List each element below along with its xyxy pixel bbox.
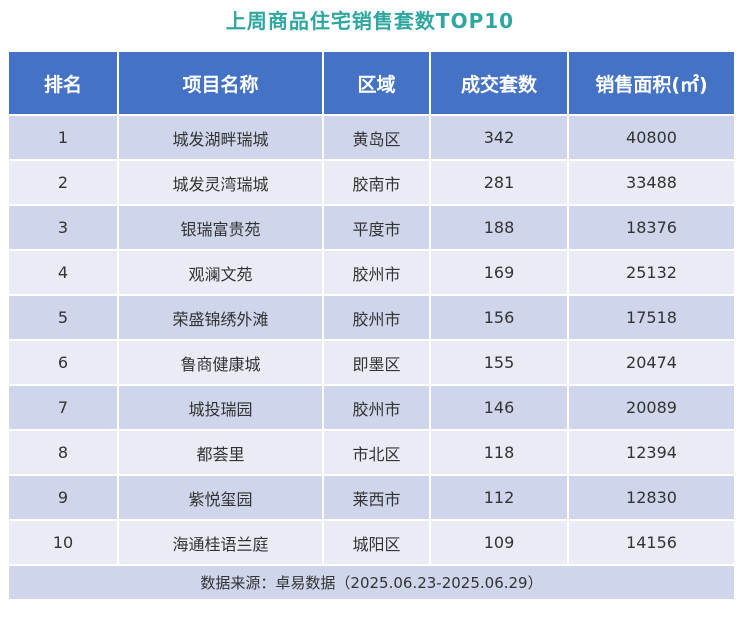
table-row: 1 城发湖畔瑞城 黄岛区 342 40800 — [7, 114, 736, 161]
cell-rank: 10 — [7, 519, 119, 566]
cell-rank: 7 — [7, 384, 119, 431]
cell-sales-area: 12394 — [567, 429, 736, 476]
cell-project-name: 城投瑞园 — [117, 384, 324, 431]
cell-units-sold: 109 — [429, 519, 569, 566]
cell-units-sold: 342 — [429, 114, 569, 161]
cell-units-sold: 118 — [429, 429, 569, 476]
cell-sales-area: 20474 — [567, 339, 736, 386]
cell-units-sold: 155 — [429, 339, 569, 386]
header-sales-area: 销售面积(㎡) — [567, 50, 736, 116]
cell-rank: 5 — [7, 294, 119, 341]
table-row: 2 城发灵湾瑞城 胶南市 281 33488 — [7, 159, 736, 206]
ranking-table: 排名 项目名称 区域 成交套数 销售面积(㎡) 1 城发湖畔瑞城 黄岛区 342 408… — [7, 50, 736, 601]
cell-project-name: 观澜文苑 — [117, 249, 324, 296]
cell-district: 黄岛区 — [322, 114, 431, 161]
table-row: 5 荣盛锦绣外滩 胶州市 156 17518 — [7, 294, 736, 341]
cell-district: 市北区 — [322, 429, 431, 476]
cell-rank: 9 — [7, 474, 119, 521]
table-footer: 数据来源：卓易数据（2025.06.23-2025.06.29） — [7, 564, 736, 601]
cell-rank: 4 — [7, 249, 119, 296]
cell-units-sold: 146 — [429, 384, 569, 431]
cell-district: 城阳区 — [322, 519, 431, 566]
cell-units-sold: 188 — [429, 204, 569, 251]
header-row: 排名 项目名称 区域 成交套数 销售面积(㎡) — [7, 50, 736, 116]
cell-sales-area: 12830 — [567, 474, 736, 521]
cell-district: 莱西市 — [322, 474, 431, 521]
cell-project-name: 荣盛锦绣外滩 — [117, 294, 324, 341]
chart-title: 上周商品住宅销售套数TOP10 — [225, 9, 515, 33]
cell-sales-area: 14156 — [567, 519, 736, 566]
cell-sales-area: 25132 — [567, 249, 736, 296]
table-row: 9 紫悦玺园 莱西市 112 12830 — [7, 474, 736, 521]
cell-project-name: 鲁商健康城 — [117, 339, 324, 386]
table-row: 8 都荟里 市北区 118 12394 — [7, 429, 736, 476]
cell-rank: 3 — [7, 204, 119, 251]
cell-units-sold: 169 — [429, 249, 569, 296]
cell-project-name: 城发灵湾瑞城 — [117, 159, 324, 206]
data-source-note: 数据来源：卓易数据（2025.06.23-2025.06.29） — [7, 564, 736, 601]
cell-district: 胶州市 — [322, 294, 431, 341]
table-row: 10 海通桂语兰庭 城阳区 109 14156 — [7, 519, 736, 566]
cell-district: 平度市 — [322, 204, 431, 251]
table-header: 排名 项目名称 区域 成交套数 销售面积(㎡) — [7, 50, 736, 116]
table-row: 3 银瑞富贵苑 平度市 188 18376 — [7, 204, 736, 251]
cell-units-sold: 281 — [429, 159, 569, 206]
source-row: 数据来源：卓易数据（2025.06.23-2025.06.29） — [7, 564, 736, 601]
cell-sales-area: 17518 — [567, 294, 736, 341]
cell-project-name: 银瑞富贵苑 — [117, 204, 324, 251]
cell-district: 即墨区 — [322, 339, 431, 386]
cell-sales-area: 40800 — [567, 114, 736, 161]
header-project-name: 项目名称 — [117, 50, 324, 116]
cell-units-sold: 112 — [429, 474, 569, 521]
cell-district: 胶州市 — [322, 249, 431, 296]
header-units-sold: 成交套数 — [429, 50, 569, 116]
cell-project-name: 紫悦玺园 — [117, 474, 324, 521]
cell-rank: 1 — [7, 114, 119, 161]
cell-project-name: 城发湖畔瑞城 — [117, 114, 324, 161]
cell-sales-area: 20089 — [567, 384, 736, 431]
cell-sales-area: 18376 — [567, 204, 736, 251]
table-row: 7 城投瑞园 胶州市 146 20089 — [7, 384, 736, 431]
table-row: 4 观澜文苑 胶州市 169 25132 — [7, 249, 736, 296]
cell-district: 胶州市 — [322, 384, 431, 431]
cell-rank: 8 — [7, 429, 119, 476]
cell-project-name: 海通桂语兰庭 — [117, 519, 324, 566]
cell-project-name: 都荟里 — [117, 429, 324, 476]
cell-rank: 2 — [7, 159, 119, 206]
cell-rank: 6 — [7, 339, 119, 386]
header-district: 区域 — [322, 50, 431, 116]
header-rank: 排名 — [7, 50, 119, 116]
table-row: 6 鲁商健康城 即墨区 155 20474 — [7, 339, 736, 386]
cell-units-sold: 156 — [429, 294, 569, 341]
cell-district: 胶南市 — [322, 159, 431, 206]
cell-sales-area: 33488 — [567, 159, 736, 206]
table-body: 1 城发湖畔瑞城 黄岛区 342 40800 2 城发灵湾瑞城 胶南市 281 33488 3 银瑞富… — [7, 114, 736, 566]
